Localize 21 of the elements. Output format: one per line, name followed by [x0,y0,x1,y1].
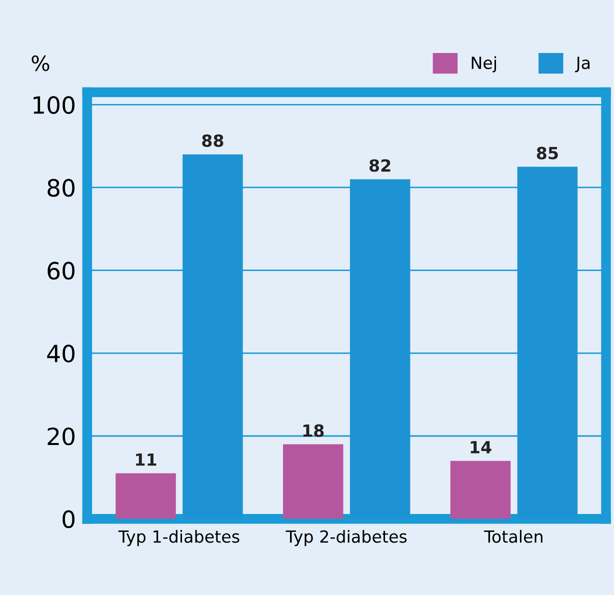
data-label: 14 [470,441,492,454]
y-axis-title: % [32,55,50,72]
data-label: 18 [303,424,324,437]
x-tick-label: Typ 1-diabetes [118,530,240,546]
bar [116,473,176,519]
legend-label: Ja [575,56,590,72]
data-label: 82 [370,159,390,172]
y-tick-label: 40 [47,344,75,362]
x-tick-label: Totalen [484,530,542,543]
x-tick-label: Typ 2-diabetes [286,530,407,546]
legend-label: Nej [472,56,496,72]
data-label: 88 [202,134,224,147]
y-tick-label: 80 [48,178,75,197]
data-label: 85 [536,146,558,160]
y-tick-label: 20 [48,427,75,446]
y-tick-label: 60 [48,262,75,280]
data-label: 11 [136,453,156,466]
y-tick-label: 0 [62,510,75,528]
bar [283,444,344,519]
bar [450,460,511,519]
y-tick-label: 100 [34,96,75,114]
